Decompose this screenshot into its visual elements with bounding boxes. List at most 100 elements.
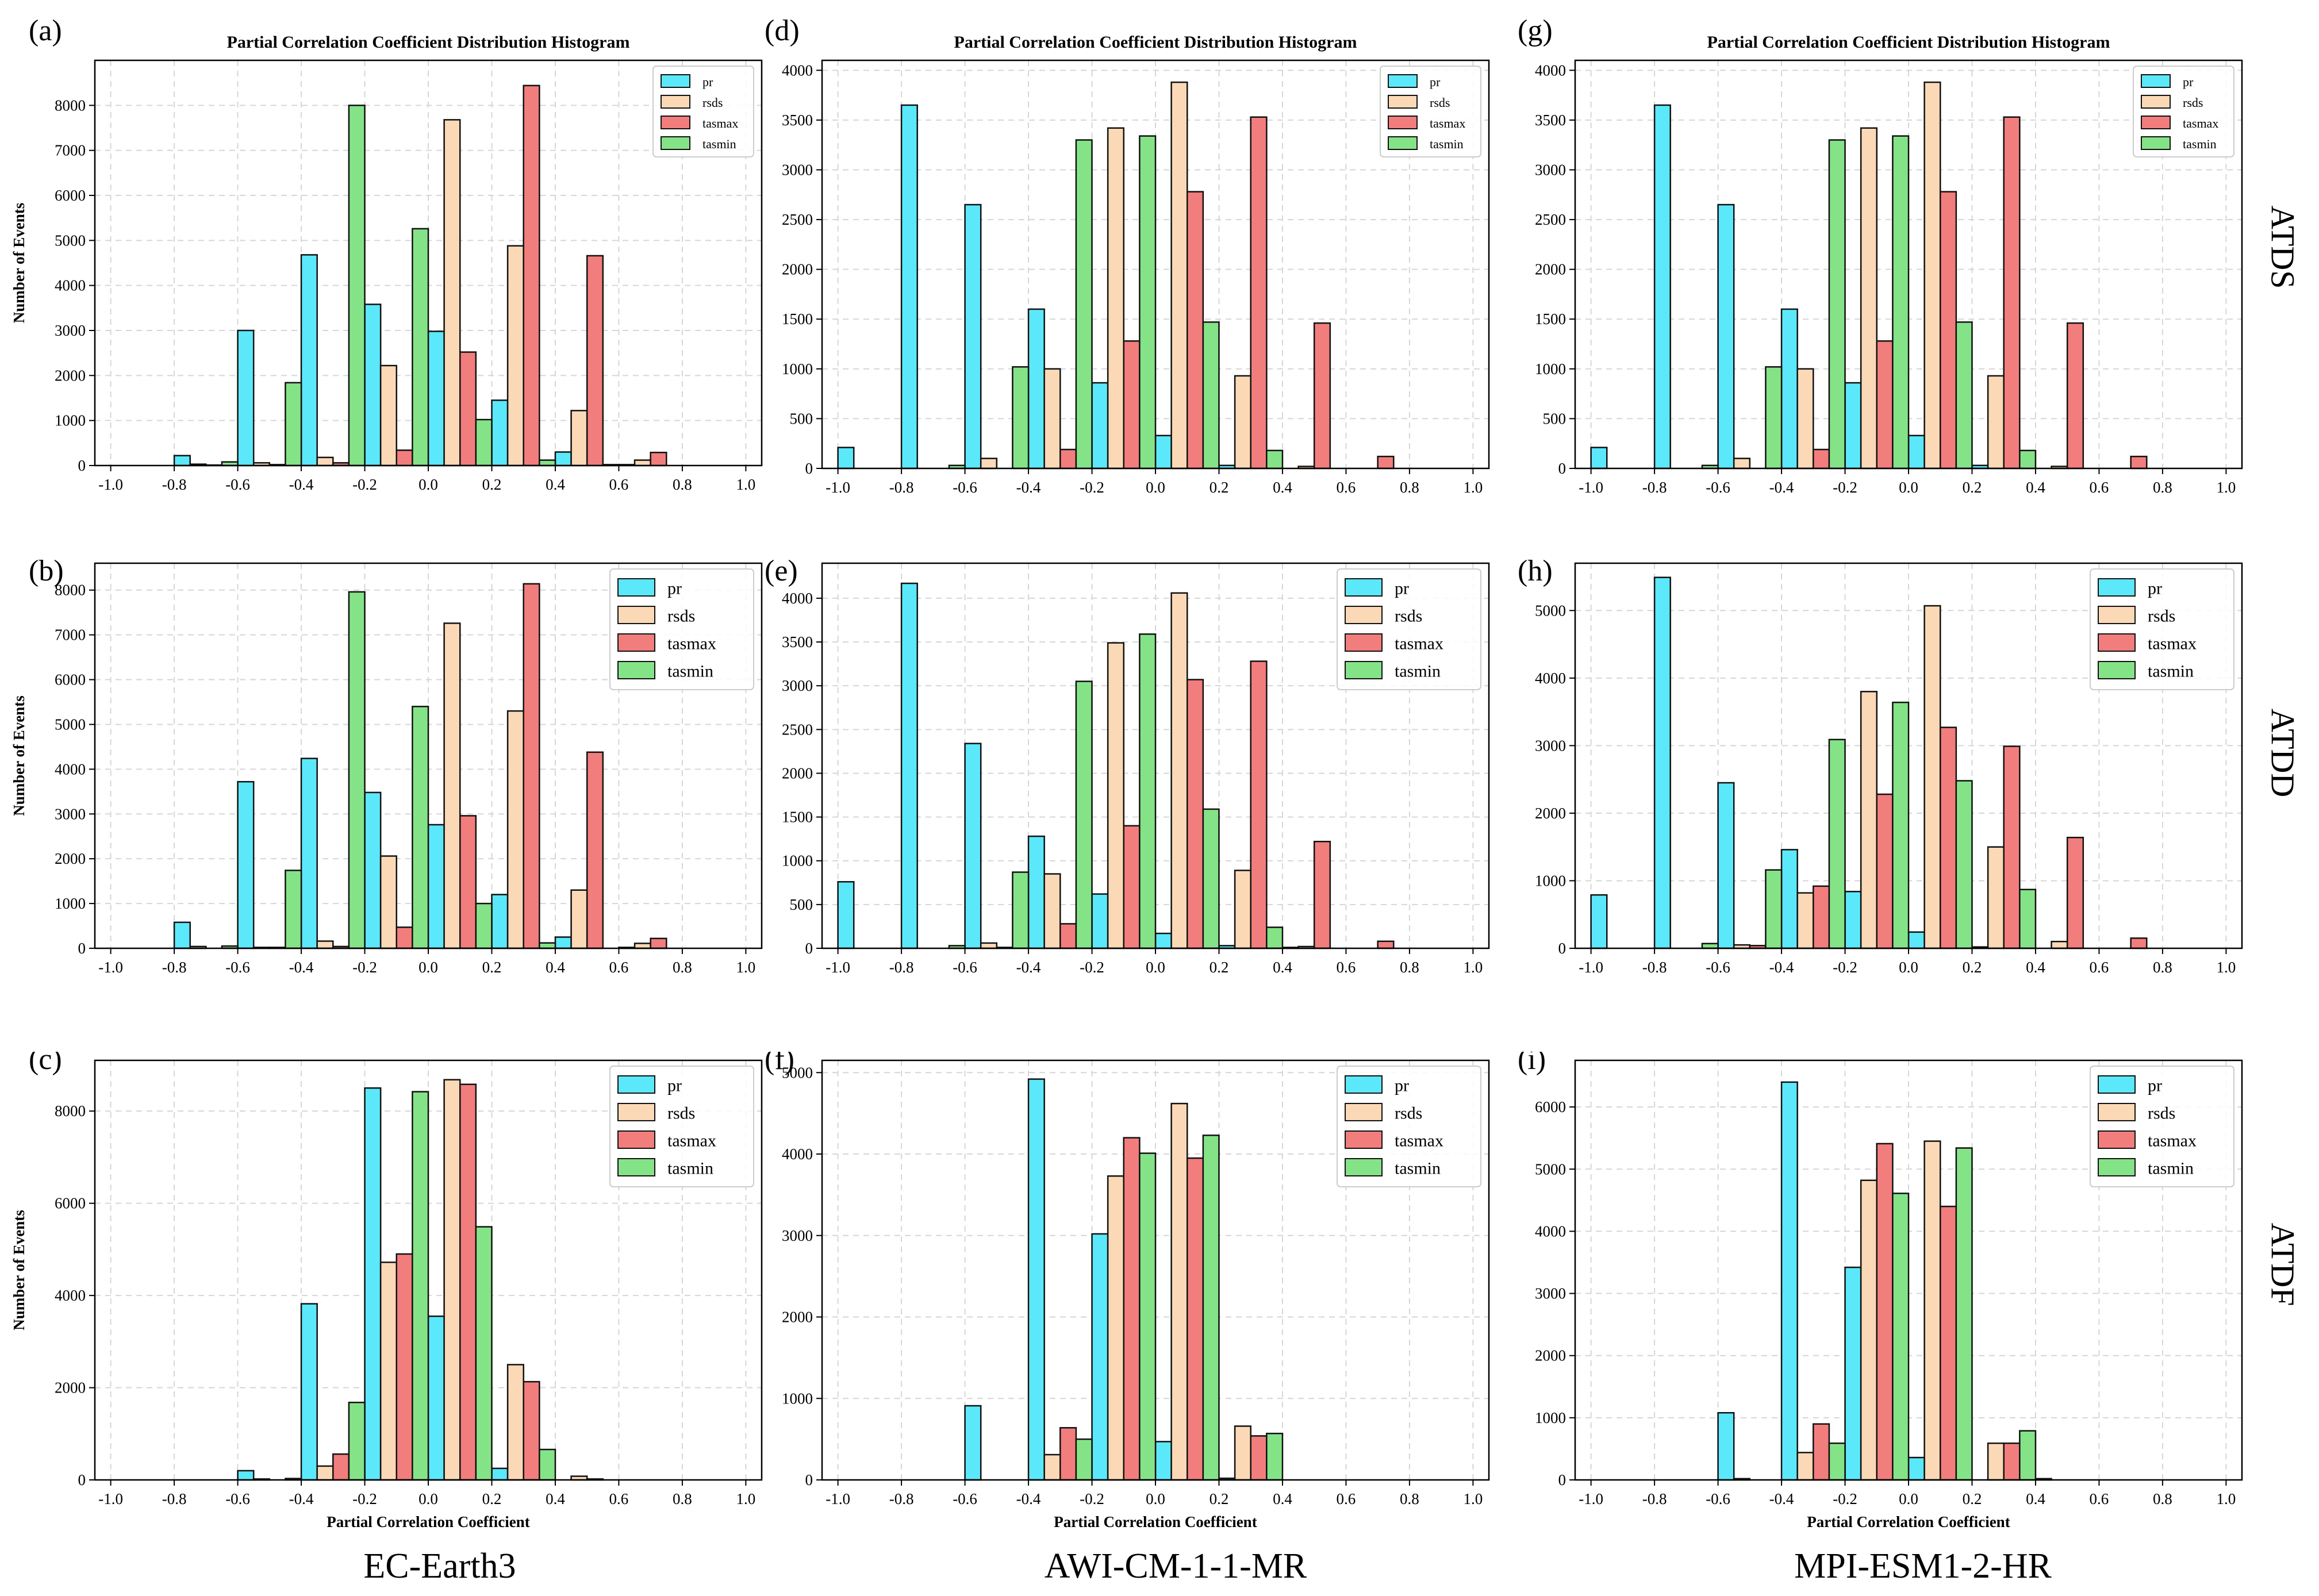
- y-tick-label: 7000: [55, 626, 86, 644]
- bar-rsds: [379, 855, 398, 949]
- legend: pr rsds tasmax tasmin: [609, 568, 754, 690]
- x-tick-label: -0.6: [953, 479, 977, 496]
- x-tick-label: -0.2: [1833, 479, 1857, 496]
- bar-pr: [900, 104, 918, 470]
- y-tick-label: 2500: [782, 211, 813, 228]
- y-tick-label: 8000: [55, 97, 86, 114]
- legend: pr rsds tasmax tasmin: [2090, 568, 2234, 690]
- legend-label-tasmax: tasmax: [2148, 634, 2197, 653]
- legend-swatch-rsds: [2098, 606, 2136, 624]
- legend-label-tasmax: tasmax: [702, 116, 738, 130]
- bar-tasmax: [459, 1083, 477, 1481]
- bar-tasmin: [1075, 1438, 1093, 1481]
- panel-d: (d) Partial Correlation Coefficient Distr…: [742, 0, 1506, 500]
- x-tick-label: -0.8: [162, 476, 187, 493]
- y-tick-label: 7000: [55, 142, 86, 159]
- y-tick-label: 6000: [55, 187, 86, 204]
- legend-label-pr: pr: [1395, 1076, 1409, 1095]
- bar-tasmax: [523, 84, 540, 467]
- panel-b: (b) -1.0 -0.8 -0.6 -0.4 -0.2 0.0 0.2 0.4 0.6 0.8 1.…: [0, 552, 765, 994]
- x-tick-label: 0.2: [1210, 959, 1229, 976]
- y-tick-label: 2500: [1535, 211, 1566, 228]
- x-tick-label: 1.0: [1464, 959, 1483, 976]
- x-tick-label: 0.6: [1337, 479, 1356, 496]
- legend-label-pr: pr: [667, 1076, 682, 1095]
- legend-swatch-pr: [2098, 1075, 2136, 1094]
- legend-swatch-tasmax: [661, 116, 690, 129]
- x-tick-label: 0.2: [1963, 959, 1982, 976]
- legend-swatch-pr: [2098, 578, 2136, 597]
- y-tick-label: 2000: [1535, 1347, 1566, 1364]
- legend-swatch-tasmax: [1388, 116, 1418, 129]
- y-tick-label: 4000: [1535, 670, 1566, 687]
- bar-tasmin: [348, 1401, 366, 1481]
- legend-label-tasmin: tasmin: [2148, 1159, 2194, 1178]
- y-tick-label: 0: [1558, 940, 1567, 957]
- x-tick-label: -0.6: [1706, 479, 1730, 496]
- y-tick-label: 8000: [55, 1102, 86, 1120]
- x-tick-label: -0.8: [889, 959, 914, 976]
- y-tick-label: 6000: [55, 1195, 86, 1212]
- legend-swatch-tasmin: [661, 136, 690, 150]
- legend-label-pr: pr: [2148, 1076, 2162, 1095]
- legend-label-tasmin: tasmin: [2183, 137, 2217, 151]
- x-tick-label: -0.4: [1016, 479, 1041, 496]
- bar-rsds: [443, 119, 461, 467]
- row-label-atdf: ATDF: [2264, 1222, 2302, 1306]
- legend-swatch-rsds: [617, 1103, 655, 1121]
- x-tick-label: -0.6: [953, 1490, 977, 1507]
- x-tick-label: 0.2: [482, 959, 502, 976]
- bar-pr: [364, 303, 382, 467]
- y-tick-label: 0: [805, 1471, 813, 1489]
- x-tick-label: -0.4: [289, 959, 314, 976]
- bar-tasmin: [1139, 135, 1157, 470]
- legend-swatch-tasmax: [2098, 1130, 2136, 1149]
- legend-label-pr: pr: [667, 579, 682, 598]
- bar-tasmin: [539, 1448, 556, 1481]
- bar-rsds: [1923, 81, 1941, 470]
- x-tick-label: -0.2: [1833, 959, 1857, 976]
- legend-label-pr: pr: [702, 75, 713, 89]
- legend-label-tasmin: tasmin: [667, 662, 713, 681]
- x-tick-label: 0.6: [2090, 479, 2109, 496]
- x-tick-label: -0.6: [953, 959, 977, 976]
- x-tick-label: -0.2: [1080, 959, 1104, 976]
- y-tick-label: 1000: [1535, 872, 1566, 889]
- bar-tasmax: [2003, 116, 2021, 470]
- bar-rsds: [1860, 127, 1878, 470]
- chart-svg: (e) -1.0 -0.8 -0.6 -0.4 -0.2 0.0 0.2 0.4 0.6 0.8 1.…: [765, 555, 1490, 976]
- bar-pr: [837, 881, 855, 949]
- x-tick-label: 0.8: [2153, 959, 2172, 976]
- legend-label-rsds: rsds: [2183, 95, 2203, 110]
- legend-label-rsds: rsds: [1430, 95, 1450, 110]
- column-label-awi-cm-1-1-mr: AWI-CM-1-1-MR: [1045, 1547, 1307, 1586]
- x-tick-label: 0.2: [482, 1490, 502, 1507]
- y-tick-label: 3500: [1535, 111, 1566, 129]
- x-tick-label: 0.6: [2090, 1490, 2109, 1507]
- x-tick-label: -0.4: [1769, 959, 1794, 976]
- x-tick-label: -0.4: [1769, 1490, 1794, 1507]
- y-tick-label: 1500: [782, 310, 813, 328]
- bar-rsds: [316, 1465, 334, 1481]
- bar-tasmax: [459, 351, 477, 467]
- x-tick-label: 0.0: [1899, 1490, 1918, 1507]
- x-tick-label: -1.0: [98, 959, 123, 976]
- bar-tasmax: [2066, 836, 2084, 949]
- y-tick-label: 2000: [55, 367, 86, 384]
- legend-label-tasmin: tasmin: [667, 1159, 713, 1178]
- bar-pr: [964, 203, 982, 470]
- bar-tasmax: [396, 1253, 413, 1481]
- x-tick-label: -0.6: [225, 476, 250, 493]
- legend-label-rsds: rsds: [2148, 607, 2175, 626]
- y-tick-label: 2000: [782, 261, 813, 278]
- legend-swatch-rsds: [1388, 95, 1418, 109]
- bar-pr: [837, 447, 855, 470]
- y-tick-label: 500: [1543, 410, 1567, 427]
- legend-box: [609, 568, 754, 690]
- legend-swatch-rsds: [1345, 606, 1383, 624]
- panel-letter: (a): [29, 14, 62, 47]
- x-tick-label: 0.8: [1400, 1490, 1419, 1507]
- bar-pr: [964, 1405, 982, 1481]
- bar-rsds: [443, 1079, 461, 1481]
